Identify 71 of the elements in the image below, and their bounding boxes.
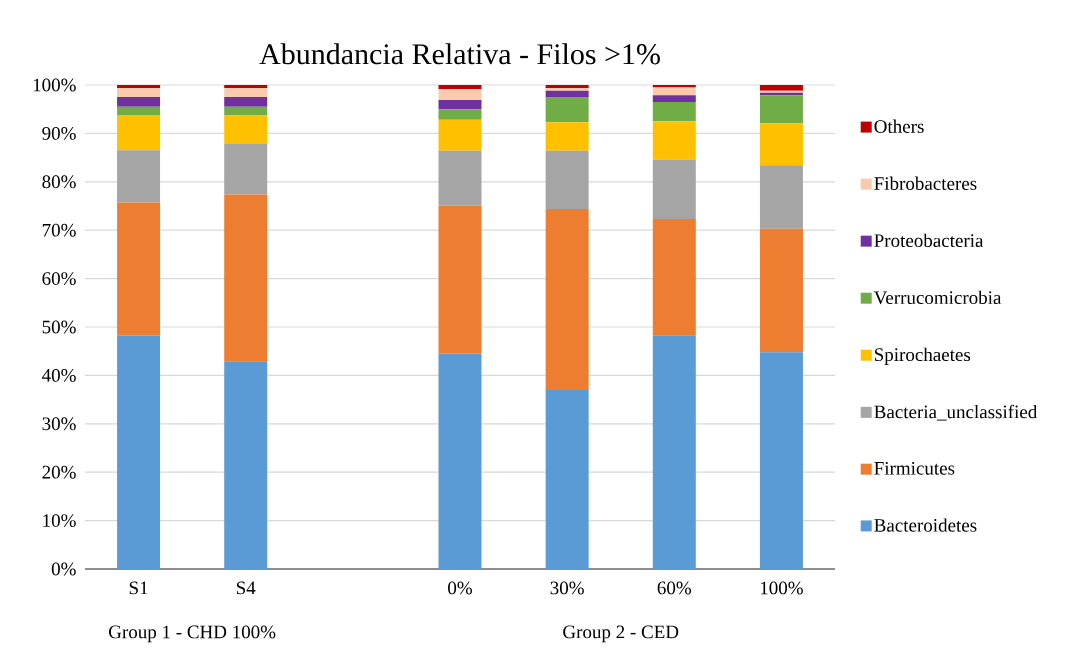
x-tick-label: 0% (448, 581, 473, 595)
y-tick-label: 90% (42, 126, 76, 140)
bar (117, 85, 161, 88)
bar (652, 219, 696, 336)
legend-label: Bacteroidetes (874, 518, 977, 532)
x-tick-label: S4 (236, 581, 256, 595)
legend-label: Spirochaetes (874, 347, 971, 365)
y-tick-label: 60% (42, 272, 76, 286)
bar (652, 159, 696, 220)
bar (545, 150, 589, 209)
bar (117, 87, 161, 98)
bar (224, 97, 268, 107)
bar (545, 208, 589, 390)
y-tick-label: 100% (33, 78, 76, 92)
bar (759, 85, 803, 91)
x-tick-label: S1 (129, 581, 148, 595)
bar (652, 101, 696, 122)
bar (545, 122, 589, 151)
legend-label: Firmicutes (874, 461, 955, 475)
bar (224, 194, 268, 362)
y-tick-label: 20% (42, 465, 76, 479)
text: Group 1 - CHD 100% (109, 625, 276, 643)
bar (652, 95, 696, 102)
bar (117, 106, 161, 115)
legend-label: Fibrobacteres (874, 176, 977, 190)
bar (117, 115, 161, 151)
x-tick-label: 30% (550, 581, 584, 595)
legend-label: Proteobacteria (874, 233, 984, 248)
bar (438, 353, 482, 569)
bar (759, 95, 803, 124)
bar (117, 150, 161, 203)
bar (224, 85, 268, 88)
bar (545, 389, 589, 569)
y-tick-label: 80% (42, 175, 76, 189)
bar (438, 109, 482, 120)
bar (438, 89, 482, 100)
bar (224, 87, 268, 98)
bar (438, 205, 482, 354)
bar (759, 228, 803, 353)
bar (759, 352, 803, 569)
bar (438, 119, 482, 151)
bar (117, 97, 161, 107)
y-tick-label: 10% (43, 514, 76, 528)
bar (652, 335, 696, 569)
legend-label: Others (874, 119, 924, 133)
bar (545, 90, 589, 98)
bar (438, 100, 482, 110)
bar (117, 335, 161, 569)
legend-label: Bacteria_unclassified (874, 404, 1038, 421)
x-tick-label: 60% (657, 581, 692, 595)
bar (224, 144, 268, 195)
bar (224, 106, 268, 116)
bar (224, 361, 268, 569)
chart-title: Abundancia Relativa - Filos >1% (259, 43, 660, 65)
bar (652, 121, 696, 160)
legend-label: Verrucomicrobia (873, 290, 1002, 305)
bar (759, 123, 803, 166)
bar (545, 97, 589, 123)
bar (759, 165, 803, 229)
bar (224, 115, 268, 145)
y-tick-label: 50% (42, 320, 76, 334)
y-tick-label: 0% (51, 562, 76, 576)
bar (438, 150, 482, 206)
bar (652, 87, 696, 96)
bar (117, 202, 161, 336)
y-tick-label: 30% (42, 417, 76, 431)
y-tick-label: 40% (42, 368, 76, 382)
bar (438, 85, 482, 90)
text: Group 2 - CED (563, 625, 679, 643)
y-tick-label: 70% (42, 223, 76, 237)
x-tick-label: 100% (760, 581, 803, 595)
